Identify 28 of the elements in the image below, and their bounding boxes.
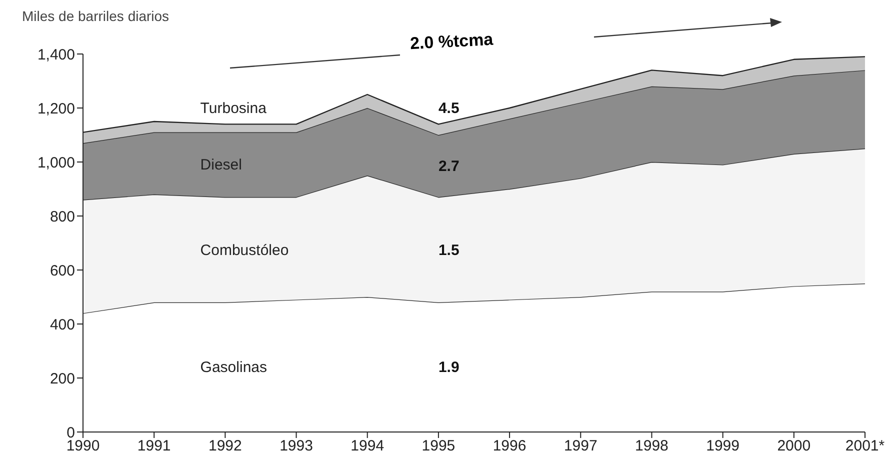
x-tick-label: 1993 <box>280 438 313 455</box>
series-label: Turbosina <box>200 100 268 117</box>
y-tick-label: 1,000 <box>37 154 75 172</box>
y-tick-label: 600 <box>50 262 75 280</box>
x-tick-label: 2000 <box>777 438 811 455</box>
y-axis-title: Miles de barriles diarios <box>22 8 170 24</box>
series-label: Gasolinas <box>200 359 268 376</box>
y-tick-label: 200 <box>50 370 75 388</box>
annotation: 4.5 <box>438 100 460 117</box>
series-label: Combustóleo <box>200 242 289 259</box>
x-tick-label: 1992 <box>208 438 242 455</box>
x-tick-label: 1995 <box>422 438 456 455</box>
x-tick-label: 1996 <box>492 438 526 455</box>
x-tick-label: 2001* <box>845 438 885 455</box>
x-tick-label: 1997 <box>564 438 598 455</box>
y-tick-label: 1,400 <box>37 46 75 64</box>
x-tick-label: 1999 <box>706 438 740 455</box>
annotation: 1.9 <box>438 359 460 376</box>
series-label: Diesel <box>200 156 242 174</box>
x-tick-label: 1994 <box>350 438 384 455</box>
y-tick-label: 400 <box>50 316 75 334</box>
y-tick-label: 800 <box>50 208 75 226</box>
x-tick-label: 1998 <box>635 438 668 455</box>
x-tick-label: 1991 <box>137 438 171 455</box>
y-tick-label: 1,200 <box>37 100 75 118</box>
annotation: 1.5 <box>438 242 460 259</box>
text: 2.0 %tcma <box>410 30 494 54</box>
annotation: 2.7 <box>438 158 460 176</box>
